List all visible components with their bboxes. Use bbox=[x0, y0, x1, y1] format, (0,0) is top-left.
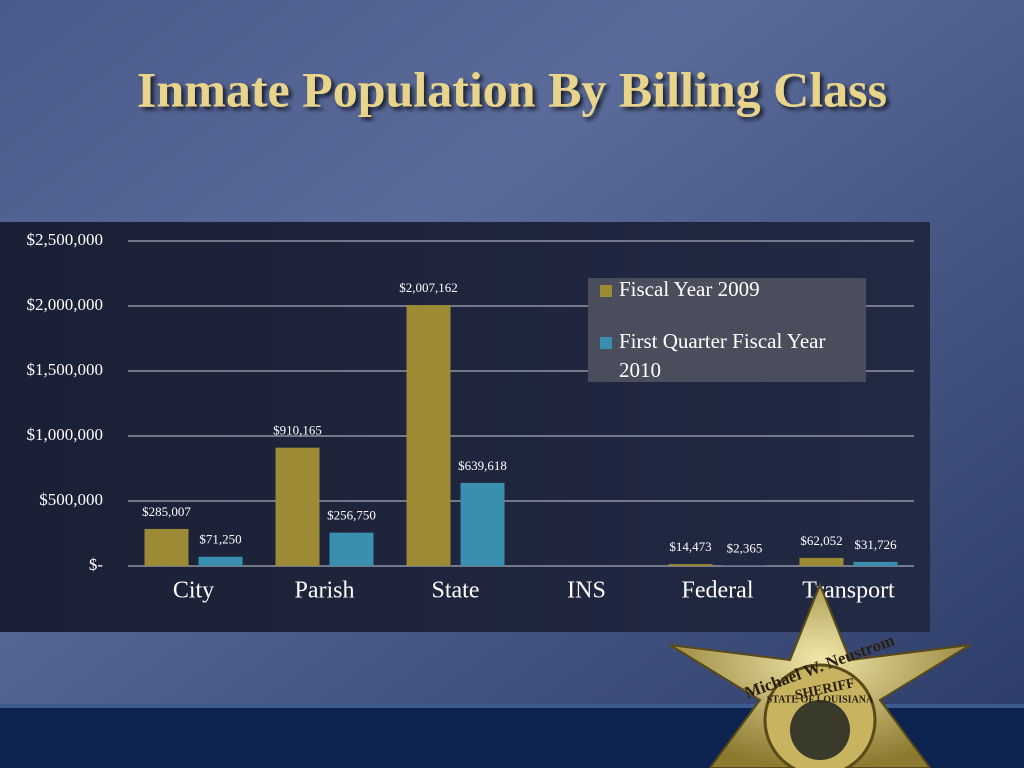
data-label: $639,618 bbox=[458, 458, 507, 473]
legend-swatch bbox=[600, 337, 612, 349]
bar bbox=[330, 533, 374, 566]
legend-line: 2010 bbox=[619, 358, 661, 382]
x-tick-label: Federal bbox=[682, 578, 754, 604]
bar bbox=[854, 562, 898, 566]
bar bbox=[145, 529, 189, 566]
bar bbox=[199, 557, 243, 566]
y-tick-label: $2,000,000 bbox=[27, 295, 104, 314]
legend-swatch bbox=[600, 285, 612, 297]
x-tick-label: City bbox=[173, 578, 214, 604]
data-label: $2,007,162 bbox=[399, 280, 458, 295]
y-tick-label: $1,000,000 bbox=[27, 425, 104, 444]
y-tick-label: $1,500,000 bbox=[27, 360, 104, 379]
data-label: $14,473 bbox=[669, 539, 711, 554]
data-label: $256,750 bbox=[327, 508, 376, 523]
badge-state: STATE OF LOUISIANA bbox=[767, 694, 874, 705]
bar bbox=[407, 305, 451, 566]
y-tick-label: $- bbox=[89, 555, 104, 574]
y-tick-label: $500,000 bbox=[39, 490, 103, 509]
bar bbox=[461, 483, 505, 566]
legend-line: First Quarter Fiscal Year bbox=[619, 329, 825, 353]
x-tick-label: State bbox=[432, 578, 480, 604]
data-label: $910,165 bbox=[273, 423, 322, 438]
x-tick-label: INS bbox=[567, 578, 606, 604]
x-tick-label: Parish bbox=[295, 578, 355, 604]
data-label: $31,726 bbox=[854, 537, 897, 552]
data-label: $2,365 bbox=[727, 541, 763, 556]
bar bbox=[800, 558, 844, 566]
slide-title: Inmate Population By Billing Class bbox=[137, 61, 887, 117]
bar bbox=[276, 448, 320, 566]
legend-label: Fiscal Year 2009 bbox=[619, 277, 760, 301]
bar bbox=[669, 564, 713, 566]
y-tick-label: $2,500,000 bbox=[27, 230, 104, 249]
data-label: $285,007 bbox=[142, 504, 191, 519]
badge-center bbox=[790, 700, 850, 760]
data-label: $71,250 bbox=[199, 532, 241, 547]
data-label: $62,052 bbox=[800, 533, 842, 548]
